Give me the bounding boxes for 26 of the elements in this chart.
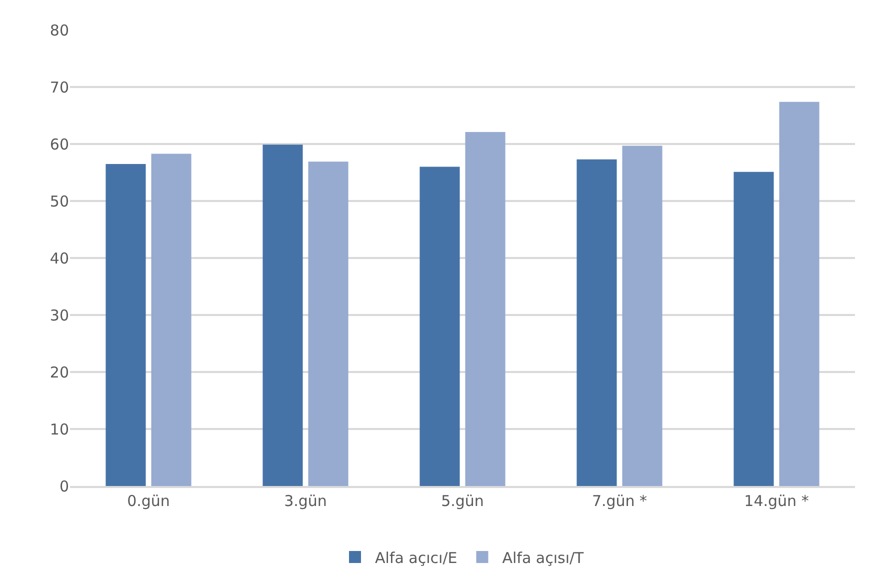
- bar: [420, 166, 460, 486]
- bar: [262, 144, 303, 486]
- bar: [622, 146, 662, 486]
- y-tick-label: 40: [50, 249, 69, 268]
- bar: [779, 102, 820, 486]
- y-tick-label: 80: [50, 21, 69, 40]
- y-tick-label: 30: [50, 306, 69, 324]
- bar: [308, 162, 348, 486]
- y-tick-label: 10: [50, 420, 69, 438]
- x-tick-label: 7.gün *: [592, 492, 648, 510]
- bar: [465, 132, 506, 486]
- legend-label: Alfa açıcı/E: [375, 548, 458, 567]
- y-tick-label: 60: [50, 135, 69, 154]
- bar: [734, 172, 774, 486]
- y-tick-label: 70: [50, 78, 69, 96]
- x-tick-label: 0.gün: [127, 492, 170, 510]
- x-tick-label: 5.gün: [441, 492, 484, 510]
- y-tick-label: 0: [59, 477, 69, 496]
- legend-label: Alfa açısı/T: [502, 548, 585, 567]
- y-tick-label: 50: [50, 192, 69, 210]
- x-tick-label: 14.gün *: [744, 492, 810, 510]
- x-tick-label: 3.gün: [284, 492, 327, 510]
- bar: [576, 159, 617, 486]
- bar: [106, 164, 146, 486]
- y-tick-label: 20: [50, 363, 69, 382]
- bar: [151, 154, 192, 486]
